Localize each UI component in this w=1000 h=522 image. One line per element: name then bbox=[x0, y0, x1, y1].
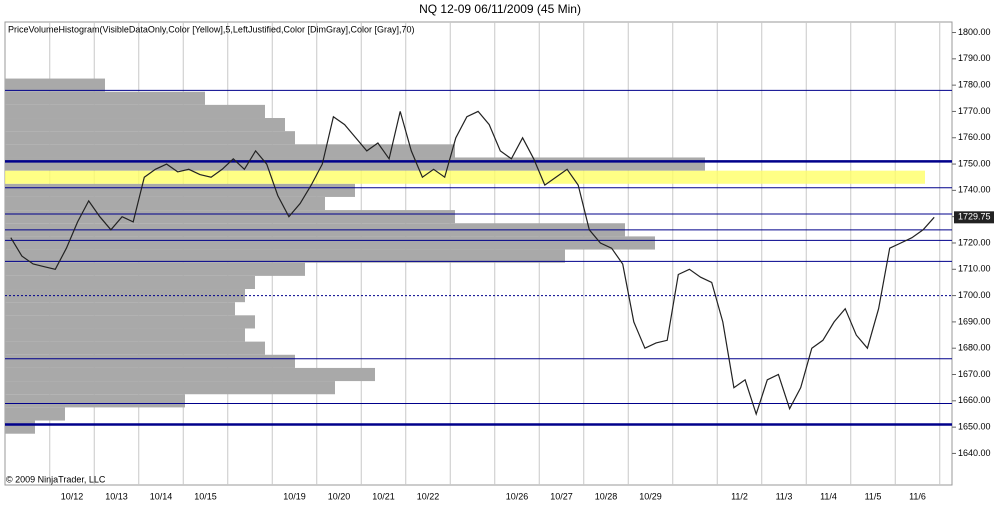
profile-bar bbox=[5, 341, 265, 355]
y-tick-label: 1680.00 bbox=[958, 343, 991, 353]
y-tick-label: 1710.00 bbox=[958, 264, 991, 274]
x-tick-label: 11/2 bbox=[731, 491, 748, 501]
profile-bar bbox=[5, 302, 235, 316]
indicator-label: PriceVolumeHistogram(VisibleDataOnly,Col… bbox=[8, 24, 415, 34]
y-tick-label: 1740.00 bbox=[958, 185, 991, 195]
x-tick-label: 10/12 bbox=[61, 491, 84, 501]
profile-bar bbox=[5, 157, 705, 171]
y-tick-label: 1800.00 bbox=[958, 27, 991, 37]
x-tick-label: 10/14 bbox=[150, 491, 173, 501]
y-tick-label: 1790.00 bbox=[958, 53, 991, 63]
profile-bar bbox=[5, 328, 245, 342]
profile-bar bbox=[5, 183, 355, 197]
profile-bar bbox=[5, 394, 185, 408]
x-tick-label: 10/20 bbox=[328, 491, 351, 501]
profile-bar bbox=[5, 236, 655, 250]
x-tick-label: 10/28 bbox=[595, 491, 618, 501]
profile-bar bbox=[5, 104, 265, 119]
profile-bar bbox=[5, 381, 335, 395]
x-tick-label: 10/19 bbox=[283, 491, 306, 501]
y-tick-label: 1780.00 bbox=[958, 80, 991, 90]
y-tick-label: 1650.00 bbox=[958, 422, 991, 432]
y-tick-label: 1660.00 bbox=[958, 395, 991, 405]
price-line bbox=[10, 110, 935, 416]
y-tick-label: 1760.00 bbox=[958, 132, 991, 142]
y-tick-label: 1750.00 bbox=[958, 158, 991, 168]
profile-bar bbox=[5, 275, 255, 290]
profile-bar bbox=[5, 407, 65, 421]
profile-bar bbox=[5, 78, 105, 92]
profile-bar bbox=[5, 262, 305, 276]
x-tick-label: 10/22 bbox=[417, 491, 440, 501]
y-tick-label: 1720.00 bbox=[958, 237, 991, 247]
y-tick-label: 1640.00 bbox=[958, 448, 991, 458]
y-tick-label: 1670.00 bbox=[958, 369, 991, 379]
profile-bar bbox=[5, 420, 35, 434]
x-tick-label: 11/3 bbox=[776, 491, 793, 501]
profile-bar bbox=[5, 315, 255, 329]
x-tick-label: 11/4 bbox=[820, 491, 837, 501]
x-tick-label: 10/13 bbox=[105, 491, 128, 501]
x-tick-label: 10/15 bbox=[194, 491, 217, 501]
x-tick-label: 11/5 bbox=[865, 491, 882, 501]
x-tick-label: 10/29 bbox=[639, 491, 662, 501]
profile-bar bbox=[5, 354, 295, 368]
profile-bar bbox=[5, 196, 325, 211]
profile-bar bbox=[5, 144, 455, 158]
x-tick-label: 11/6 bbox=[909, 491, 926, 501]
x-tick-label: 10/26 bbox=[506, 491, 529, 501]
x-tick-label: 10/21 bbox=[372, 491, 395, 501]
profile-bar bbox=[5, 91, 205, 105]
profile-bar bbox=[5, 249, 565, 263]
profile-bar bbox=[5, 170, 925, 184]
last-price-label: 1729.75 bbox=[958, 212, 991, 222]
profile-bar bbox=[5, 118, 285, 132]
y-tick-label: 1770.00 bbox=[958, 106, 991, 116]
chart-title: NQ 12-09 06/11/2009 (45 Min) bbox=[419, 2, 581, 16]
x-tick-label: 10/27 bbox=[550, 491, 573, 501]
profile-bar bbox=[5, 367, 375, 382]
y-tick-label: 1690.00 bbox=[958, 316, 991, 326]
last-price-box bbox=[954, 211, 994, 224]
profile-bar bbox=[5, 131, 295, 145]
copyright: © 2009 NinjaTrader, LLC bbox=[6, 474, 106, 484]
profile-bar bbox=[5, 210, 455, 224]
y-tick-label: 1700.00 bbox=[958, 290, 991, 300]
